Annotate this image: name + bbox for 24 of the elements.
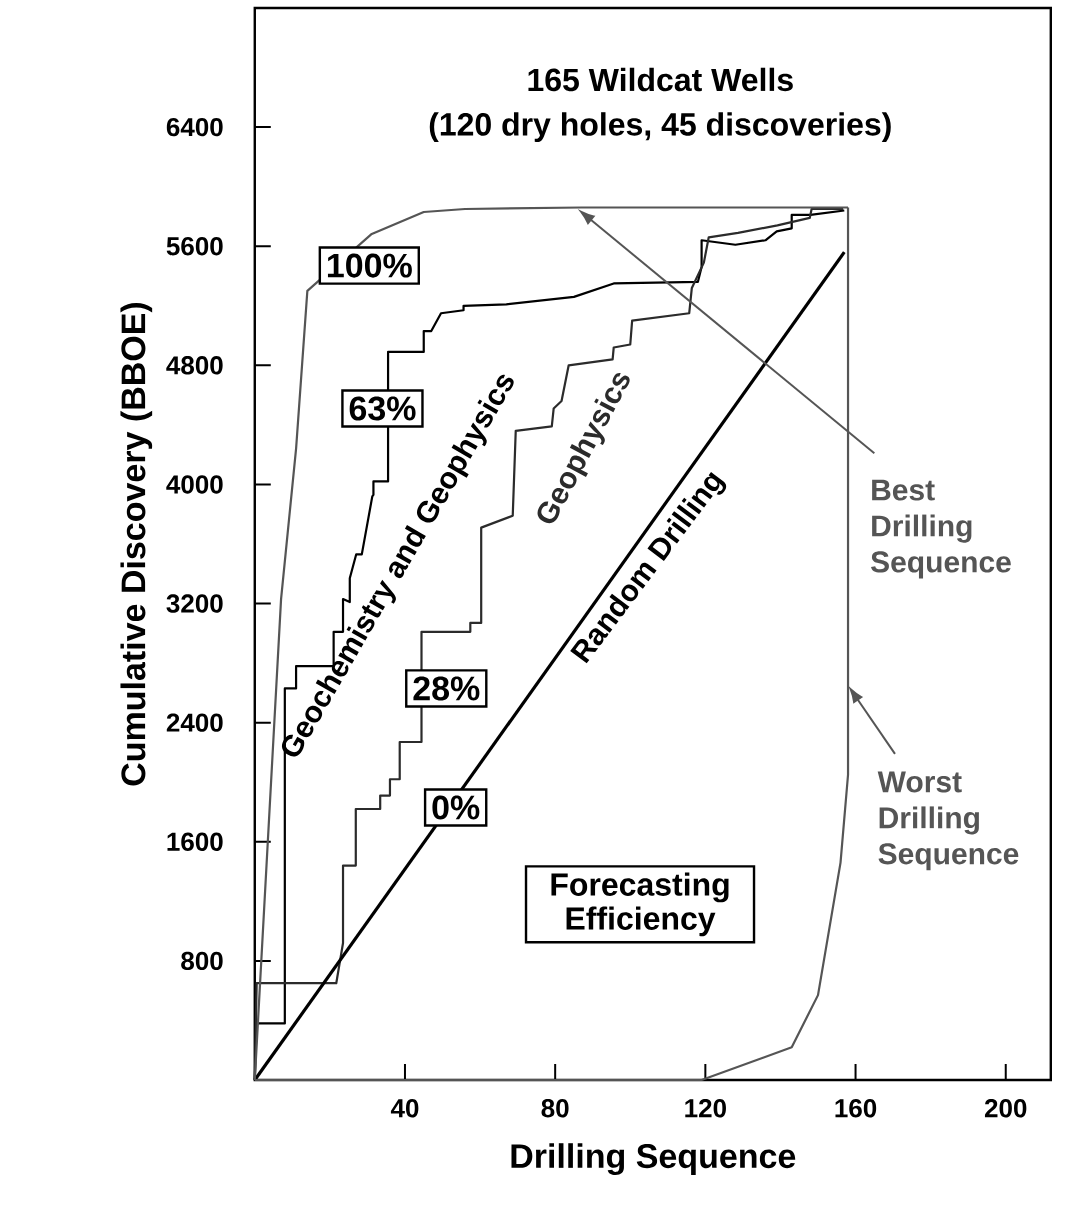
y-axis-title: Cumulative Discovery (BBOE) — [120, 302, 153, 786]
y-tick-label: 1600 — [167, 832, 223, 851]
annotation: Forecasting Efficiency — [551, 872, 729, 937]
legend-label: Worst Drilling Sequence — [877, 771, 1019, 871]
x-tick-label: 120 — [685, 1099, 727, 1118]
y-tick-label: 3200 — [166, 594, 223, 613]
y-tick-label: 5600 — [166, 237, 223, 256]
annotation: 100% — [328, 253, 412, 278]
y-tick-label: 4800 — [166, 356, 223, 375]
x-axis-title: Drilling Sequence — [511, 1143, 796, 1176]
x-tick-label: 40 — [391, 1099, 419, 1118]
text: 165 Wildcat Wells — [528, 67, 793, 92]
annotation: 28% — [413, 676, 480, 701]
text: Best Drilling Sequence — [871, 479, 1011, 579]
y-tick-label: 2400 — [166, 713, 223, 732]
annotation: 0% — [432, 795, 480, 820]
y-tick-label: 4000 — [166, 475, 223, 494]
annotation: 63% — [349, 396, 416, 421]
y-tick-label: 800 — [181, 951, 223, 971]
x-tick-label: 200 — [985, 1099, 1027, 1118]
x-tick-label: 160 — [835, 1099, 877, 1118]
text: (120 dry holes, 45 discoveries) — [429, 112, 891, 143]
y-tick-label: 6400 — [166, 117, 223, 137]
x-tick-label: 80 — [541, 1099, 569, 1118]
